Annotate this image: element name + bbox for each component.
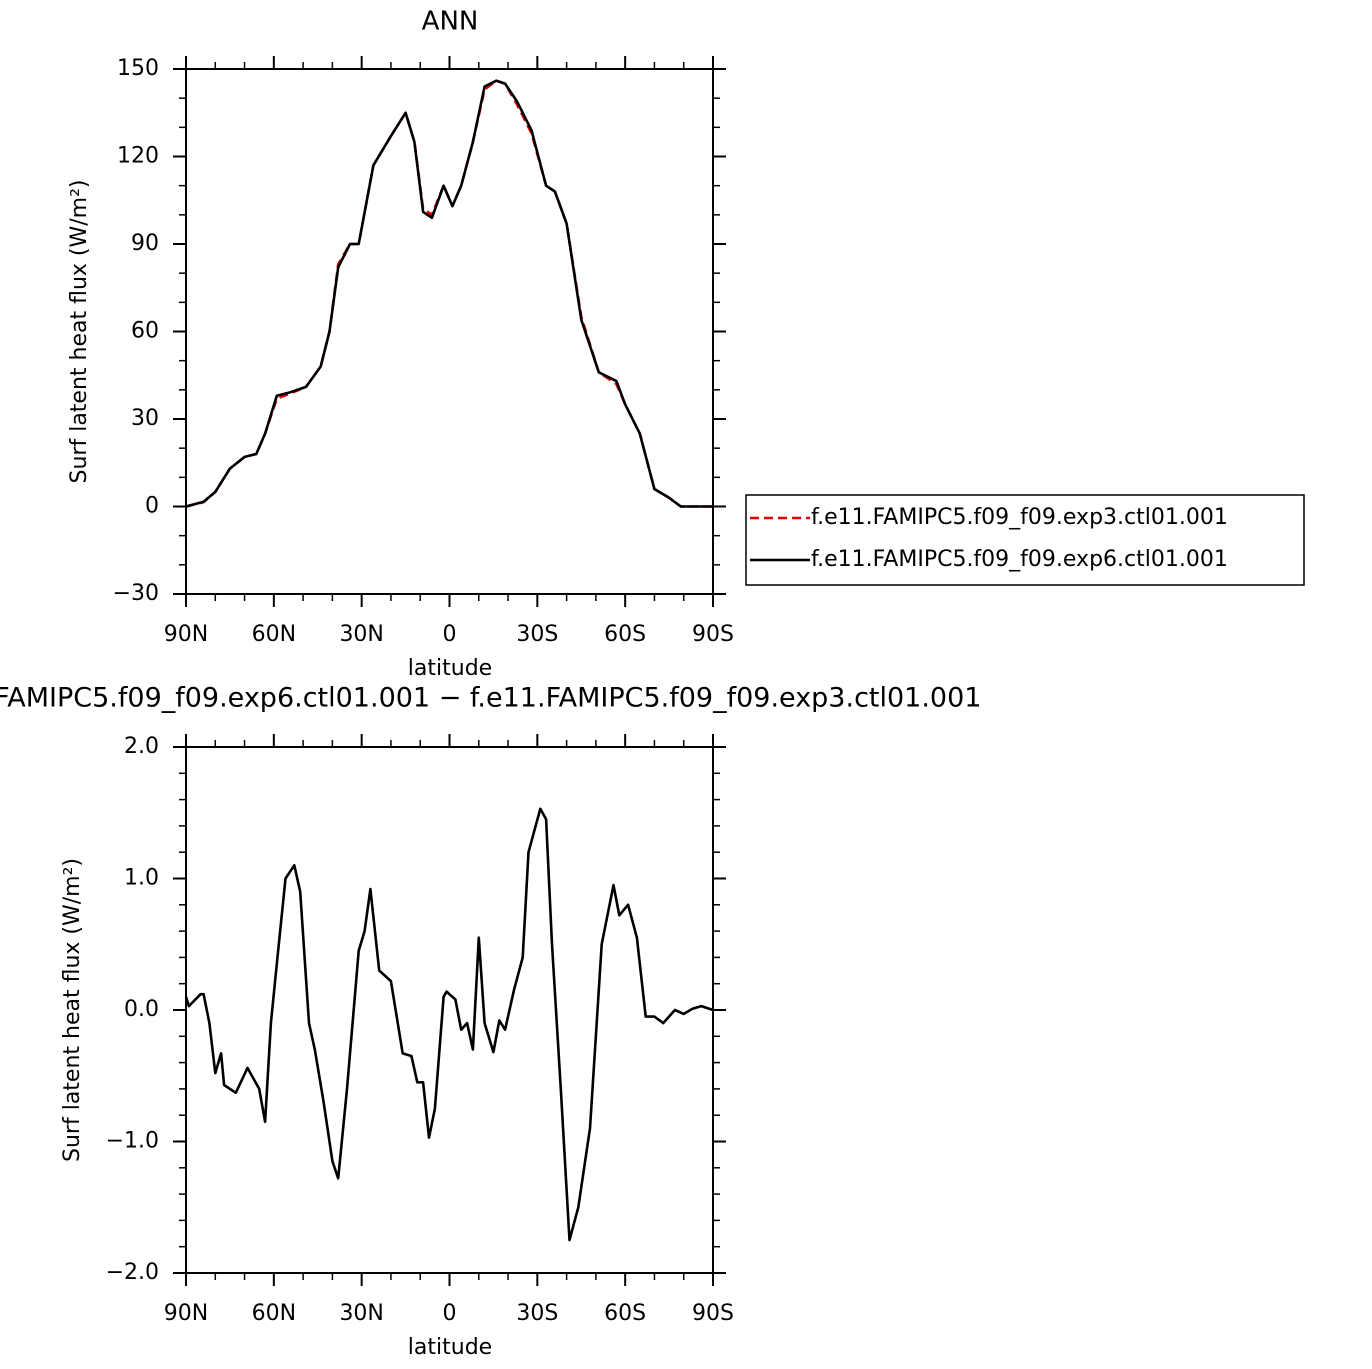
y-tick-label: −1.0: [106, 1129, 159, 1154]
y-tick-label: 150: [117, 56, 159, 81]
y-tick-label: 0: [145, 494, 159, 519]
x-tick-label: 30N: [339, 622, 383, 647]
x-tick-label: 90S: [692, 1301, 734, 1326]
x-tick-label: 60N: [252, 1301, 296, 1326]
y-tick-label: 1.0: [124, 866, 159, 891]
legend-label: f.e11.FAMIPC5.f09_f09.exp3.ctl01.001: [811, 505, 1228, 530]
y-tick-label: 90: [131, 231, 159, 256]
x-axis-label: latitude: [408, 1335, 492, 1360]
x-tick-label: 90N: [164, 1301, 208, 1326]
data-line: [185, 79, 713, 508]
x-axis-label: latitude: [408, 656, 492, 681]
x-tick-label: 0: [443, 1301, 457, 1326]
data-line: [185, 79, 713, 508]
plot-frame: [185, 68, 714, 595]
x-tick-label: 60S: [604, 622, 646, 647]
x-tick-label: 0: [443, 622, 457, 647]
legend-label: f.e11.FAMIPC5.f09_f09.exp6.ctl01.001: [811, 547, 1228, 572]
x-tick-label: 90N: [164, 622, 208, 647]
x-tick-label: 30S: [516, 1301, 558, 1326]
y-tick-label: 2.0: [124, 734, 159, 759]
y-axis-label: Surf latent heat flux (W/m²): [60, 858, 85, 1162]
data-line: [184, 807, 714, 1242]
legend-box: [745, 494, 1305, 586]
y-axis-label: Surf latent heat flux (W/m²): [67, 180, 92, 484]
x-tick-label: 60S: [604, 1301, 646, 1326]
y-tick-label: −2.0: [106, 1260, 159, 1285]
y-tick-label: −30: [113, 581, 159, 606]
x-tick-label: 90S: [692, 622, 734, 647]
chart-title: f.e11.FAMIPC5.f09_f09.exp6.ctl01.001 − f…: [0, 683, 981, 714]
x-tick-label: 60N: [252, 622, 296, 647]
y-tick-label: 60: [131, 319, 159, 344]
x-tick-label: 30N: [339, 1301, 383, 1326]
y-tick-label: 120: [117, 144, 159, 169]
x-tick-label: 30S: [516, 622, 558, 647]
y-tick-label: 30: [131, 406, 159, 431]
plot-frame: [185, 746, 714, 1274]
y-tick-label: 0.0: [124, 997, 159, 1022]
chart-title: ANN: [422, 7, 479, 37]
